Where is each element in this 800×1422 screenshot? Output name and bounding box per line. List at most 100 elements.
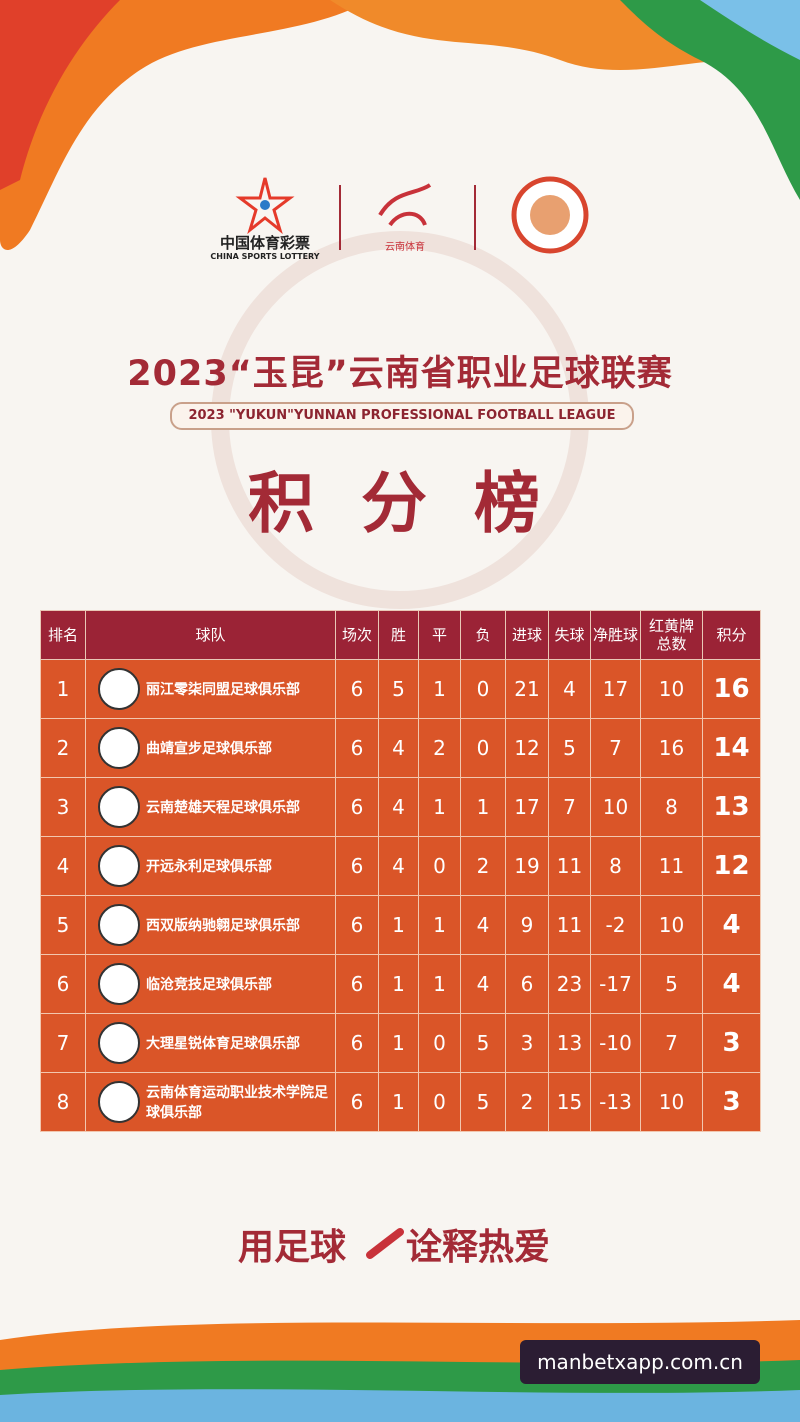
stat-cell: 1 — [418, 659, 461, 719]
points: 13 — [702, 777, 761, 837]
column-header: 红黄牌总数 — [640, 610, 703, 660]
subtitle: 2023 "YUKUN"YUNNAN PROFESSIONAL FOOTBALL… — [170, 402, 634, 430]
team-wrap: 临沧竞技足球俱乐部 — [86, 963, 335, 1005]
stat-cell: 12 — [505, 718, 549, 778]
stat-cell: 6 — [335, 777, 379, 837]
team-badge — [98, 1081, 140, 1123]
stat-cell: 7 — [640, 1013, 703, 1073]
stat-cell: -17 — [590, 954, 641, 1014]
stat-cell: 4 — [378, 718, 419, 778]
table-row: 5 西双版纳驰翱足球俱乐部 6 1 1 4 9 11 -2 10 4 — [40, 895, 761, 955]
sponsor-name: 中国体育彩票 — [219, 234, 310, 252]
stat-cell: 3 — [505, 1013, 549, 1073]
stat-cell: 7 — [40, 1013, 86, 1073]
table-row: 6 临沧竞技足球俱乐部 6 1 1 4 6 23 -17 5 4 — [40, 954, 761, 1014]
stat-cell: 3 — [40, 777, 86, 837]
stat-cell: 11 — [640, 836, 703, 896]
stat-cell: 6 — [335, 1072, 379, 1132]
stat-cell: 15 — [548, 1072, 591, 1132]
team-wrap: 丽江零柒同盟足球俱乐部 — [86, 668, 335, 710]
stat-cell: 8 — [40, 1072, 86, 1132]
points: 12 — [702, 836, 761, 896]
column-header: 场次 — [335, 610, 379, 660]
stat-cell: 5 — [460, 1013, 506, 1073]
stat-cell: 13 — [548, 1013, 591, 1073]
team-wrap: 开远永利足球俱乐部 — [86, 845, 335, 887]
points: 3 — [702, 1013, 761, 1073]
stat-cell: 19 — [505, 836, 549, 896]
stat-cell: 6 — [335, 895, 379, 955]
team-cell: 云南体育运动职业技术学院足球俱乐部 — [85, 1072, 336, 1132]
stat-cell: 10 — [590, 777, 641, 837]
stat-cell: 2 — [418, 718, 461, 778]
stat-cell: 5 — [378, 659, 419, 719]
team-wrap: 大理星锐体育足球俱乐部 — [86, 1022, 335, 1064]
team-badge — [98, 845, 140, 887]
stat-cell: 0 — [418, 836, 461, 896]
stat-cell: 5 — [40, 895, 86, 955]
stat-cell: 10 — [640, 1072, 703, 1132]
stat-cell: 6 — [40, 954, 86, 1014]
stat-cell: 4 — [548, 659, 591, 719]
board-title: 积 分 榜 — [248, 465, 552, 542]
points: 14 — [702, 718, 761, 778]
column-header: 净胜球 — [590, 610, 641, 660]
stat-cell: 4 — [460, 895, 506, 955]
partner-name: 云南体育 — [385, 242, 425, 253]
team-badge — [98, 786, 140, 828]
stat-cell: 0 — [418, 1013, 461, 1073]
stat-cell: 5 — [548, 718, 591, 778]
team-cell: 丽江零柒同盟足球俱乐部 — [85, 659, 336, 719]
lottery-logo — [235, 177, 295, 235]
slogan-icon — [366, 1228, 404, 1259]
column-header: 负 — [460, 610, 506, 660]
stat-cell: -10 — [590, 1013, 641, 1073]
table-row: 8 云南体育运动职业技术学院足球俱乐部 6 1 0 5 2 15 -13 10 3 — [40, 1072, 761, 1132]
team-cell: 开远永利足球俱乐部 — [85, 836, 336, 896]
stat-cell: 4 — [460, 954, 506, 1014]
stat-cell: 11 — [548, 895, 591, 955]
stat-cell: 17 — [590, 659, 641, 719]
stat-cell: 17 — [505, 777, 549, 837]
team-cell: 临沧竞技足球俱乐部 — [85, 954, 336, 1014]
stat-cell: 6 — [335, 836, 379, 896]
stat-cell: 9 — [505, 895, 549, 955]
team-wrap: 曲靖宣步足球俱乐部 — [86, 727, 335, 769]
partner-logo — [378, 183, 432, 227]
stat-cell: 1 — [40, 659, 86, 719]
team-name: 云南体育运动职业技术学院足球俱乐部 — [146, 1085, 328, 1121]
team-badge — [98, 727, 140, 769]
team-cell: 曲靖宣步足球俱乐部 — [85, 718, 336, 778]
team-badge — [98, 963, 140, 1005]
stat-cell: 11 — [548, 836, 591, 896]
table-row: 7 大理星锐体育足球俱乐部 6 1 0 5 3 13 -10 7 3 — [40, 1013, 761, 1073]
sponsor-name-en: CHINA SPORTS LOTTERY — [210, 252, 320, 261]
column-header: 进球 — [505, 610, 549, 660]
table-row: 2 曲靖宣步足球俱乐部 6 4 2 0 12 5 7 16 14 — [40, 718, 761, 778]
stat-cell: 1 — [460, 777, 506, 837]
stat-cell: 0 — [418, 1072, 461, 1132]
stat-cell: 6 — [335, 659, 379, 719]
stat-cell: 1 — [418, 895, 461, 955]
team-badge — [98, 904, 140, 946]
stat-cell: 1 — [378, 954, 419, 1014]
team-name: 丽江零柒同盟足球俱乐部 — [146, 682, 300, 698]
stat-cell: 16 — [640, 718, 703, 778]
stat-cell: 7 — [548, 777, 591, 837]
stat-cell: 0 — [460, 659, 506, 719]
standings-table: 排名 球队 场次胜平负进球 失球 净胜球 红黄牌总数 积分 1 丽江零柒同盟足球俱乐部 6 5 1 0… — [40, 610, 761, 1132]
stat-cell: -2 — [590, 895, 641, 955]
stat-cell: 23 — [548, 954, 591, 1014]
association-logo — [511, 176, 589, 254]
stat-cell: -13 — [590, 1072, 641, 1132]
team-wrap: 云南体育运动职业技术学院足球俱乐部 — [86, 1081, 335, 1123]
stat-cell: 10 — [640, 659, 703, 719]
stat-cell: 4 — [378, 836, 419, 896]
stat-cell: 6 — [335, 954, 379, 1014]
team-cell: 大理星锐体育足球俱乐部 — [85, 1013, 336, 1073]
stat-cell: 1 — [418, 954, 461, 1014]
team-name: 开远永利足球俱乐部 — [146, 859, 272, 875]
stat-cell: 5 — [460, 1072, 506, 1132]
team-name: 临沧竞技足球俱乐部 — [146, 977, 272, 993]
